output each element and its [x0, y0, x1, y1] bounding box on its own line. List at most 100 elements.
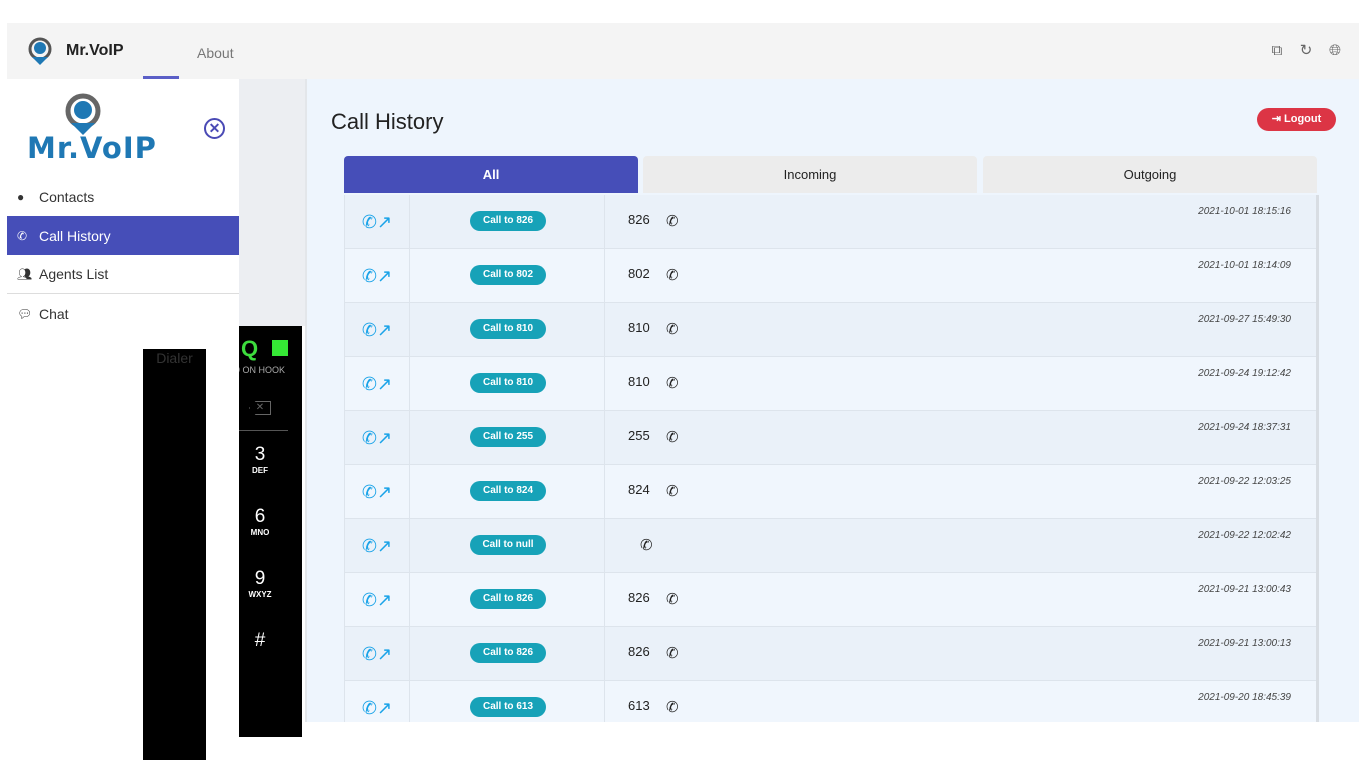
key-digit: 6 [254, 506, 266, 527]
table-row[interactable]: ✆↗ Call to 255 255 ✆ 2021-09-24 18:37:31 [344, 411, 1317, 465]
users-icon: 👥︎ [17, 267, 33, 281]
dialer-panel: Q 9 ON HOOK ✕ 3 DEF 6 MNO 9 WXYZ # [239, 326, 302, 737]
call-number: 824 [628, 482, 650, 497]
tab-outgoing[interactable]: Outgoing [983, 156, 1317, 193]
call-badge: Call to 255 [470, 427, 546, 447]
scrollbar[interactable] [1316, 195, 1319, 722]
key-6[interactable]: 6 MNO [239, 506, 281, 537]
table-row[interactable]: ✆↗ Call to null ✆ 2021-09-22 12:02:42 [344, 519, 1317, 573]
outgoing-call-icon: ✆↗ [344, 357, 410, 411]
key-digit: # [254, 630, 266, 651]
key-9[interactable]: 9 WXYZ [239, 568, 281, 599]
sidebar-logo: Mr.VoIP [25, 93, 175, 165]
label-cell: Call to 255 [410, 411, 605, 465]
call-phone-icon[interactable]: ✆ [666, 483, 679, 500]
phone-icon: ✆ [17, 228, 28, 243]
logout-label: Logout [1284, 113, 1322, 125]
close-sidebar-icon[interactable]: ✕ [204, 118, 225, 139]
globe-icon[interactable]: 🌐︎ [1328, 42, 1341, 59]
call-phone-icon[interactable]: ✆ [666, 429, 679, 446]
nav-about[interactable]: About [197, 45, 234, 61]
key-hash[interactable]: # [239, 630, 281, 652]
tab-all[interactable]: All [344, 156, 638, 193]
backdrop [239, 79, 305, 326]
refresh-icon[interactable]: ↻ [1299, 42, 1313, 59]
table-row[interactable]: ✆↗ Call to 824 824 ✆ 2021-09-22 12:03:25 [344, 465, 1317, 519]
sidebar-item-chat[interactable]: 💬︎ Chat [7, 294, 239, 333]
call-phone-icon[interactable]: ✆ [666, 375, 679, 392]
call-phone-icon[interactable]: ✆ [666, 213, 679, 230]
key-letters: DEF [252, 466, 268, 475]
outgoing-call-icon: ✆↗ [344, 519, 410, 573]
table-row[interactable]: ✆↗ Call to 810 810 ✆ 2021-09-27 15:49:30 [344, 303, 1317, 357]
sidebar-item-agents-list[interactable]: 👥︎ Agents List [7, 255, 239, 294]
call-phone-icon[interactable]: ✆ [666, 699, 679, 716]
call-date: 2021-09-27 15:49:30 [1198, 314, 1291, 325]
call-badge: Call to 824 [470, 481, 546, 501]
table-row[interactable]: ✆↗ Call to 613 613 ✆ 2021-09-20 18:45:39 [344, 681, 1317, 722]
call-phone-icon[interactable]: ✆ [640, 537, 653, 554]
call-badge: Call to 826 [470, 589, 546, 609]
call-phone-icon[interactable]: ✆ [666, 645, 679, 662]
label-cell: Call to null [410, 519, 605, 573]
call-date: 2021-09-24 19:12:42 [1198, 368, 1291, 379]
sidebar-item-label: Chat [39, 305, 69, 322]
outgoing-call-icon: ✆↗ [344, 249, 410, 303]
call-date: 2021-09-21 13:00:13 [1198, 638, 1291, 649]
call-number: 613 [628, 698, 650, 713]
call-date: 2021-10-01 18:14:09 [1198, 260, 1291, 271]
sidebar-item-label: Agents List [39, 266, 109, 282]
outgoing-call-icon: ✆↗ [344, 627, 410, 681]
label-cell: Call to 810 [410, 357, 605, 411]
table-row[interactable]: ✆↗ Call to 802 802 ✆ 2021-10-01 18:14:09 [344, 249, 1317, 303]
label-cell: Call to 810 [410, 303, 605, 357]
table-row[interactable]: ✆↗ Call to 810 810 ✆ 2021-09-24 19:12:42 [344, 357, 1317, 411]
call-date: 2021-09-20 18:45:39 [1198, 692, 1291, 703]
call-phone-icon[interactable]: ✆ [666, 267, 679, 284]
key-letters: MNO [250, 528, 270, 537]
call-number: 810 [628, 374, 650, 389]
table-row[interactable]: ✆↗ Call to 826 826 ✆ 2021-09-21 13:00:43 [344, 573, 1317, 627]
sidebar-item-call-history[interactable]: ✆ Call History [7, 216, 239, 255]
tab-incoming[interactable]: Incoming [643, 156, 977, 193]
label-cell: Call to 826 [410, 627, 605, 681]
outgoing-call-icon: ✆↗ [344, 681, 410, 722]
label-cell: Call to 824 [410, 465, 605, 519]
hook-status: 9 ON HOOK [239, 365, 286, 375]
sidebar-item-label: Call History [39, 227, 111, 244]
call-date: 2021-09-24 18:37:31 [1198, 422, 1291, 433]
sidebar-item-label: Contacts [39, 188, 95, 205]
popout-icon[interactable]: ⧉ [1271, 42, 1283, 59]
main-content: Call History ⇥ Logout All Incoming Outgo… [305, 79, 1359, 722]
table-row[interactable]: ✆↗ Call to 826 826 ✆ 2021-10-01 18:15:16 [344, 195, 1317, 249]
outgoing-call-icon: ✆↗ [344, 195, 410, 249]
logout-icon: ⇥ [1271, 113, 1284, 125]
nav-dialer[interactable]: Dialer [143, 349, 206, 760]
key-digit: 3 [254, 444, 266, 465]
outgoing-call-icon: ✆↗ [344, 465, 410, 519]
active-nav-indicator [143, 76, 179, 79]
outgoing-call-icon: ✆↗ [344, 303, 410, 357]
logout-button[interactable]: ⇥ Logout [1257, 108, 1336, 131]
outgoing-call-icon: ✆↗ [344, 573, 410, 627]
key-3[interactable]: 3 DEF [239, 444, 281, 475]
call-phone-icon[interactable]: ✆ [666, 591, 679, 608]
call-badge: Call to 826 [470, 211, 546, 231]
call-date: 2021-09-22 12:02:42 [1198, 530, 1291, 541]
call-number: 810 [628, 320, 650, 335]
brand-name: Mr.VoIP [66, 42, 124, 59]
key-digit: 9 [254, 568, 266, 589]
table-row[interactable]: ✆↗ Call to 826 826 ✆ 2021-09-21 13:00:13 [344, 627, 1317, 681]
call-badge: Call to 826 [470, 643, 546, 663]
call-number: 802 [628, 266, 650, 281]
key-letters: WXYZ [248, 590, 272, 599]
call-badge: Call to 802 [470, 265, 546, 285]
queue-indicator: Q [241, 336, 259, 361]
backspace-icon[interactable]: ✕ [249, 401, 271, 415]
call-phone-icon[interactable]: ✆ [666, 321, 679, 338]
sidebar-item-contacts[interactable]: ● Contacts [7, 177, 239, 216]
call-badge: Call to 810 [470, 319, 546, 339]
call-badge: Call to null [470, 535, 546, 555]
call-number: 826 [628, 590, 650, 605]
call-number: 826 [628, 644, 650, 659]
